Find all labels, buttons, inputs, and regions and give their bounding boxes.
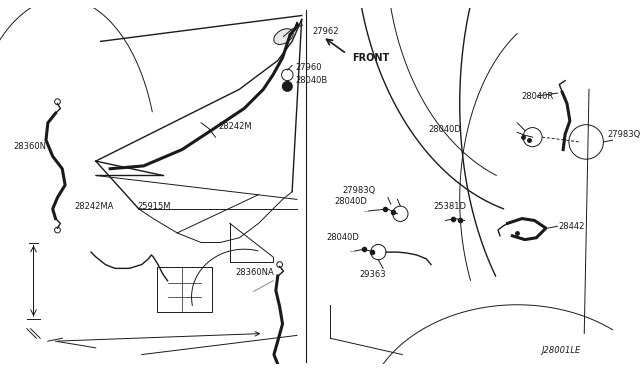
Text: 28040B: 28040B: [295, 76, 327, 85]
Text: 28242M: 28242M: [218, 122, 252, 131]
Text: 27983Q: 27983Q: [343, 186, 376, 195]
Text: 28242MA: 28242MA: [75, 202, 114, 211]
Text: 28040D: 28040D: [326, 233, 360, 242]
Text: 28442: 28442: [558, 222, 585, 231]
Text: 27960: 27960: [295, 63, 321, 72]
Ellipse shape: [274, 29, 293, 44]
Text: 25915M: 25915M: [137, 202, 170, 211]
Text: 27962: 27962: [312, 27, 339, 36]
Text: 25381D: 25381D: [434, 202, 467, 211]
Text: 29363: 29363: [359, 270, 386, 279]
Text: 28040D: 28040D: [428, 125, 461, 134]
Text: J28001LE: J28001LE: [541, 346, 580, 355]
Text: 28360NA: 28360NA: [236, 268, 275, 277]
Text: FRONT: FRONT: [353, 53, 390, 62]
Circle shape: [282, 81, 292, 91]
Text: 28040R: 28040R: [521, 92, 553, 102]
Text: 28040D: 28040D: [334, 197, 367, 206]
Text: 27983Q: 27983Q: [607, 130, 640, 139]
Text: 28360N: 28360N: [13, 142, 47, 151]
